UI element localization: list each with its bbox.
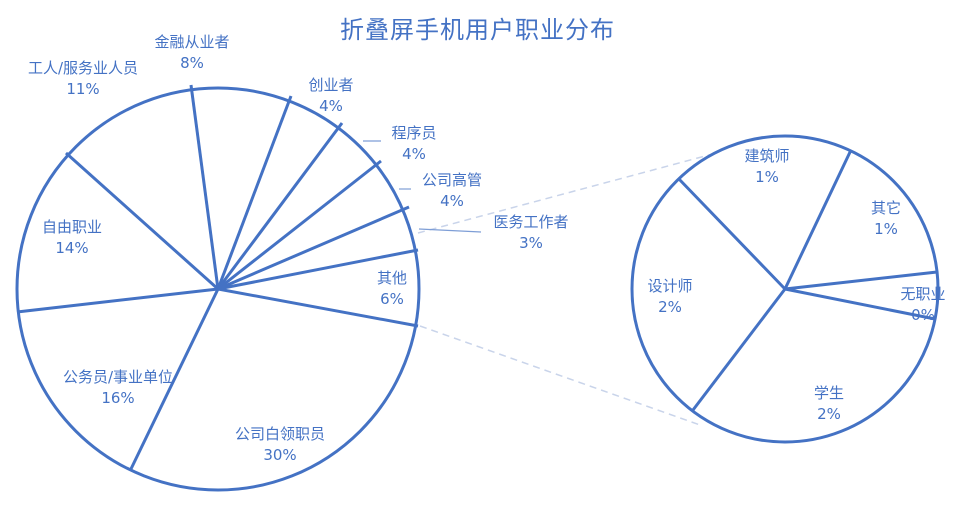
label-value: 2% <box>817 405 841 423</box>
slice-divider <box>217 287 419 328</box>
label-name: 自由职业 <box>41 218 103 236</box>
label-name: 公司白领职员 <box>234 425 326 443</box>
label-name: 程序员 <box>391 124 437 142</box>
label-value: 30% <box>263 446 297 464</box>
leader-lines <box>363 140 482 233</box>
label-name: 其他 <box>376 269 408 287</box>
slice-divider <box>217 205 410 291</box>
label-value: 1% <box>755 168 779 186</box>
label-value: 6% <box>380 290 404 308</box>
label-value: 0% <box>911 306 935 324</box>
secondary-pie <box>630 134 940 444</box>
chart-title: 折叠屏手机用户职业分布 <box>340 16 615 44</box>
label-white-collar: 公司白领职员 30% <box>235 424 325 466</box>
label-name: 金融从业者 <box>154 33 230 51</box>
label-value: 8% <box>180 54 204 72</box>
label-value: 16% <box>101 389 135 407</box>
slice-divider <box>64 151 220 291</box>
label-name: 无职业 <box>900 285 946 303</box>
label-finance: 金融从业者 8% <box>154 32 229 74</box>
slice-divider <box>217 248 419 291</box>
label-unemployed: 无职业 0% <box>900 284 945 326</box>
label-name: 公务员/事业单位 <box>62 368 174 386</box>
label-value: 14% <box>55 239 89 257</box>
slice-divider <box>784 287 936 321</box>
label-name: 设计师 <box>647 277 693 295</box>
label-freelance: 自由职业 14% <box>42 217 102 259</box>
slice-divider <box>16 287 219 314</box>
slice-divider <box>783 149 853 290</box>
label-name: 医务工作者 <box>493 213 569 231</box>
main-pie <box>15 84 421 492</box>
label-entrepreneur: 创业者 4% <box>308 75 353 117</box>
label-student: 学生 2% <box>814 383 844 425</box>
slice-divider <box>691 288 787 411</box>
connector-line-bottom <box>419 325 701 426</box>
label-value: 2% <box>658 298 682 316</box>
label-value: 4% <box>319 97 343 115</box>
label-value: 4% <box>440 192 464 210</box>
label-other: 其他 6% <box>377 268 407 310</box>
label-name: 公司高管 <box>421 171 483 189</box>
label-value: 11% <box>66 80 100 98</box>
label-executive: 公司高管 4% <box>422 170 482 212</box>
label-name: 其它 <box>870 199 902 217</box>
label-architect: 建筑师 1% <box>744 146 789 188</box>
label-programmer: 程序员 4% <box>391 123 436 165</box>
label-medical: 医务工作者 3% <box>493 212 568 254</box>
label-name: 学生 <box>813 384 845 402</box>
label-value: 3% <box>519 234 543 252</box>
slice-divider <box>217 159 382 291</box>
slice-divider <box>128 288 220 472</box>
label-value: 4% <box>402 145 426 163</box>
slice-divider <box>676 176 787 291</box>
label-name: 创业者 <box>308 76 354 94</box>
label-name: 工人/服务业人员 <box>27 59 139 77</box>
label-name: 建筑师 <box>744 147 790 165</box>
slice-divider <box>216 95 293 290</box>
label-civil-servant: 公务员/事业单位 16% <box>63 367 173 409</box>
slice-divider <box>189 84 220 290</box>
slice-divider <box>784 270 938 291</box>
label-designer: 设计师 2% <box>647 276 692 318</box>
label-value: 1% <box>874 220 898 238</box>
connector-line-top <box>417 147 736 234</box>
label-others: 其它 1% <box>871 198 901 240</box>
label-worker-service: 工人/服务业人员 11% <box>28 58 138 100</box>
slice-divider <box>216 122 344 290</box>
